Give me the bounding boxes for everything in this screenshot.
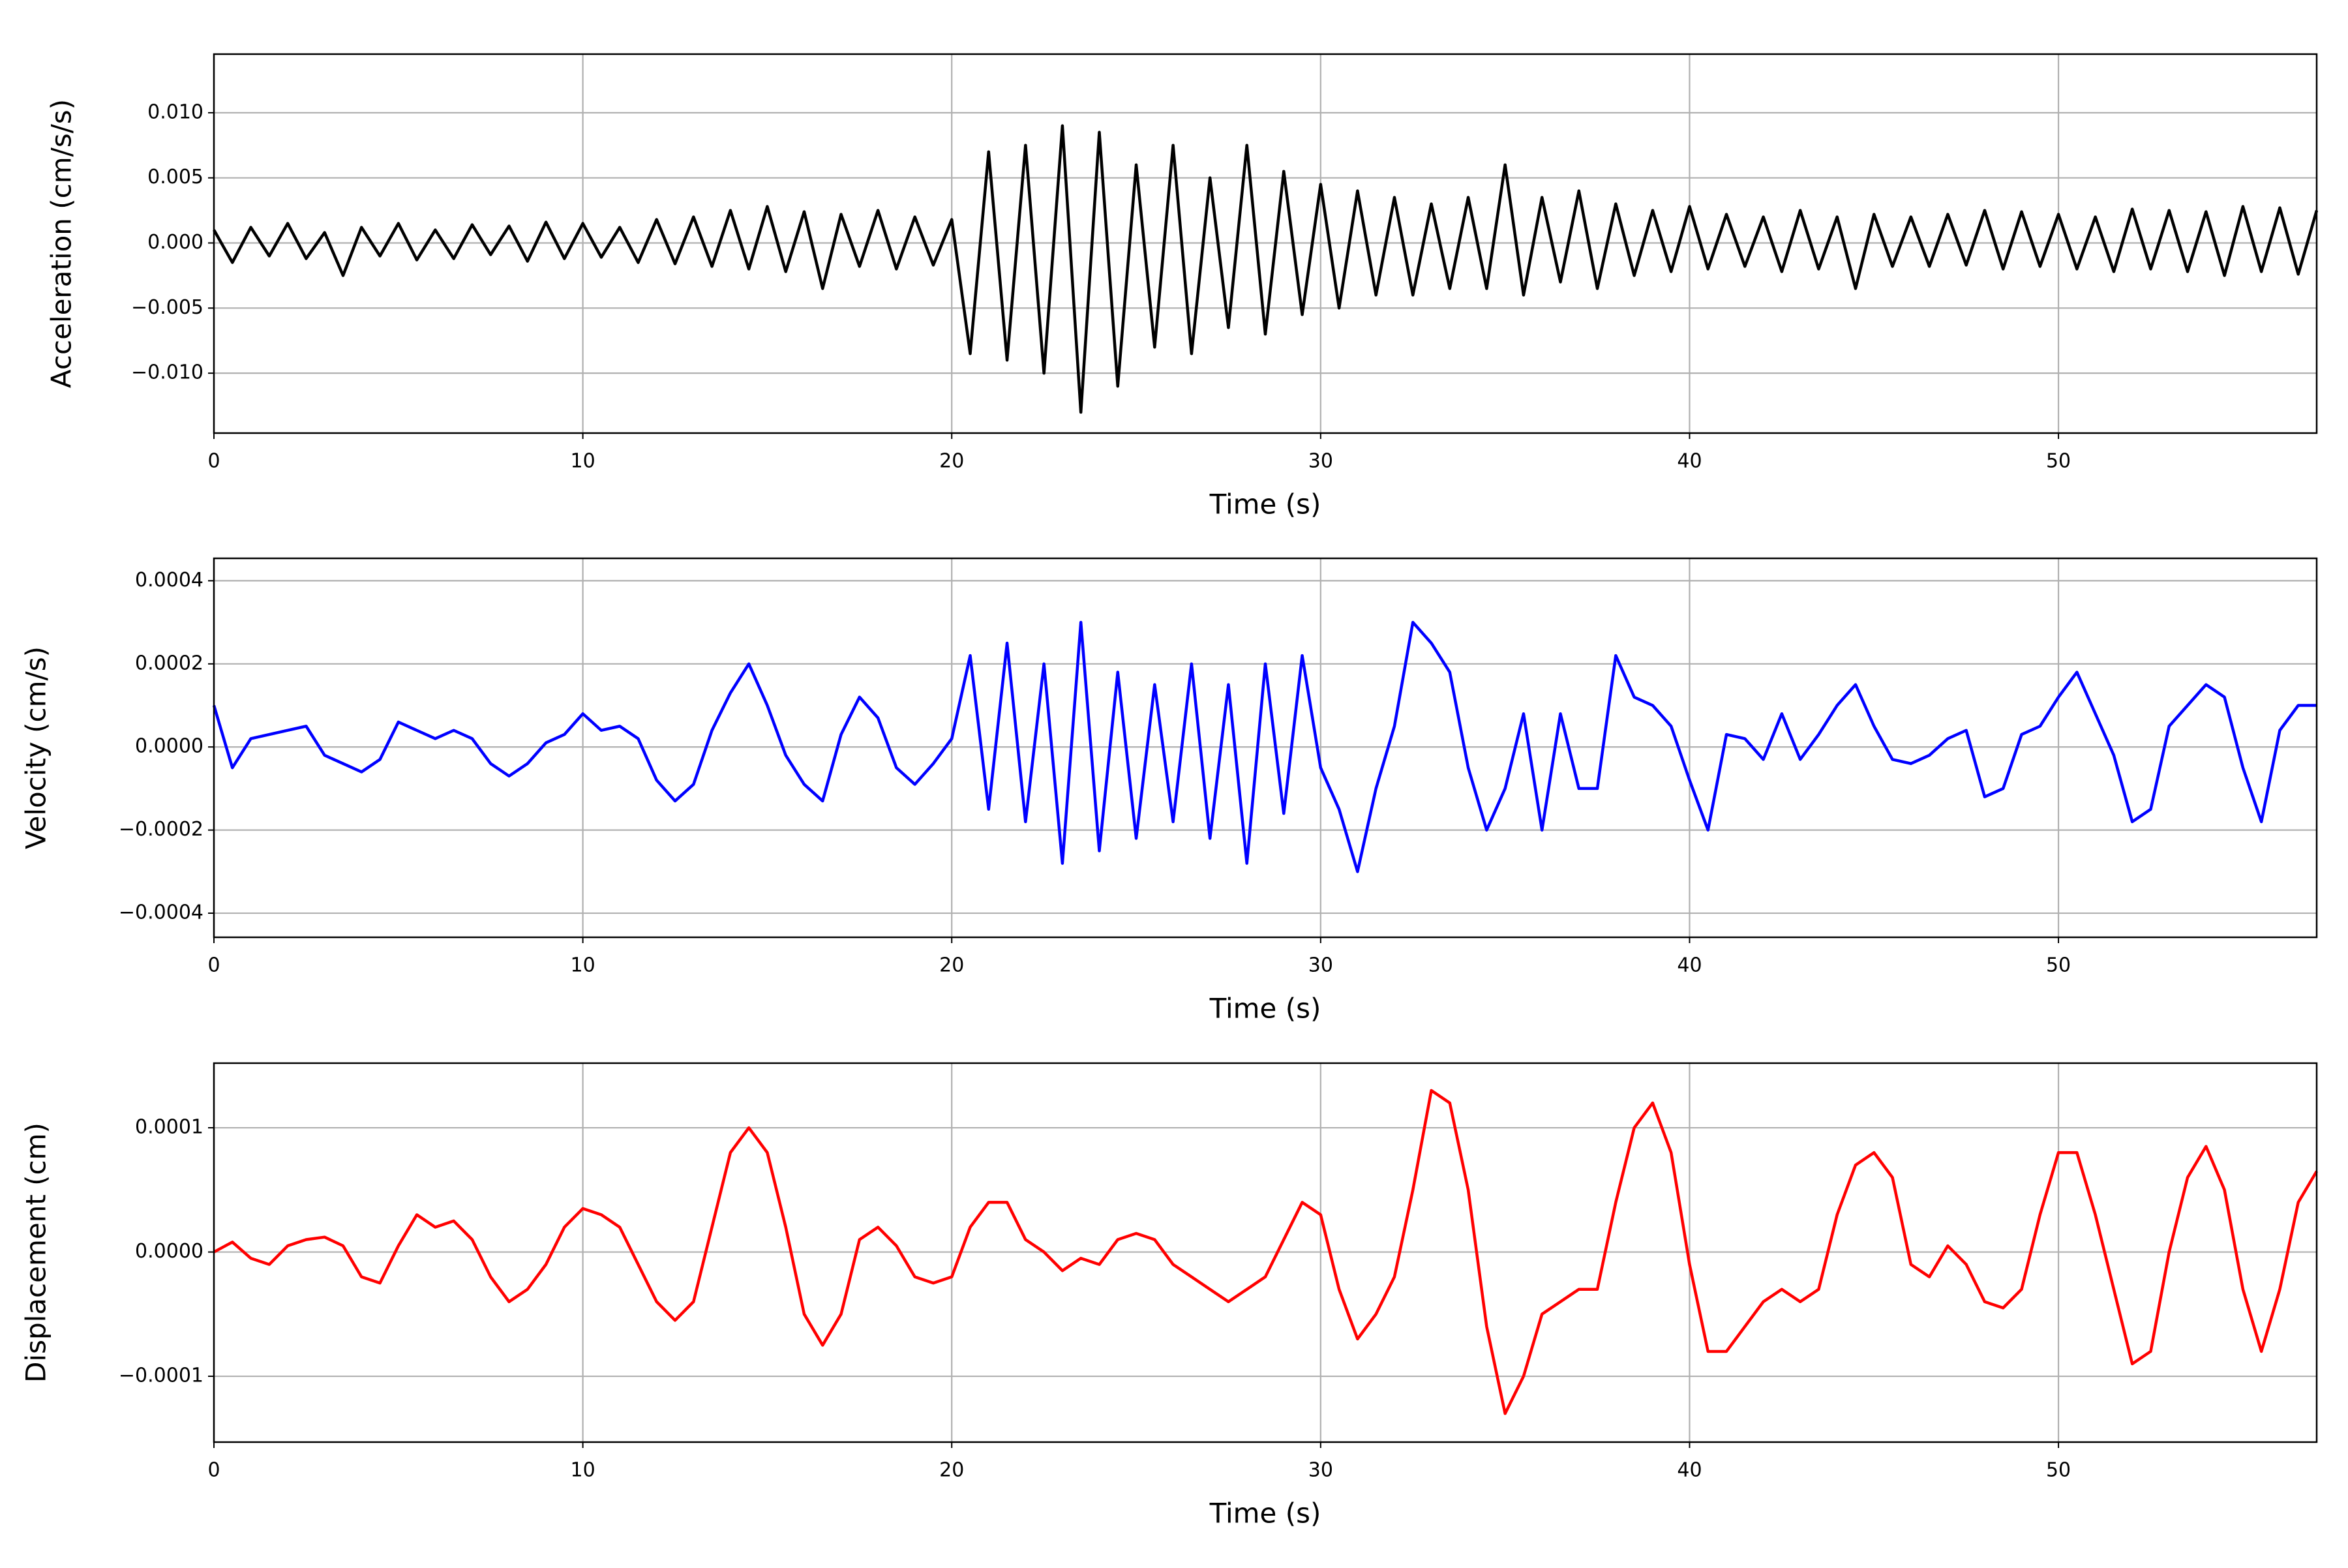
data-line: [213, 1089, 2318, 1415]
y-tick-label: 0.000: [147, 231, 203, 254]
x-tick-label: 0: [207, 954, 220, 977]
x-tick-label: 30: [1308, 1459, 1333, 1482]
y-tick-label: 0.0000: [135, 735, 203, 758]
y-tick-label: −0.005: [131, 296, 203, 319]
data-line: [212, 620, 2317, 873]
y-axis-label: Acceleration (cm/s/s): [46, 99, 78, 388]
y-tick-label: −0.0002: [119, 818, 203, 841]
x-tick-label: 0: [207, 450, 220, 473]
x-tick-label: 20: [939, 450, 964, 473]
x-tick-label: 10: [571, 954, 595, 977]
y-tick-label: −0.0004: [119, 901, 203, 924]
x-tick-label: 50: [2046, 450, 2071, 473]
y-tick-label: −0.010: [131, 361, 203, 384]
x-axis-label: Time (s): [1209, 489, 1321, 520]
x-axis-label: Time (s): [1209, 993, 1321, 1025]
x-tick-label: 20: [939, 1459, 964, 1482]
x-tick-label: 40: [1677, 1459, 1702, 1482]
y-tick-label: −0.0001: [119, 1364, 203, 1387]
x-tick-label: 40: [1677, 954, 1702, 977]
x-tick-label: 10: [571, 1459, 595, 1482]
data-line: [213, 124, 2319, 414]
y-axis-label: Velocity (cm/s): [20, 646, 52, 849]
y-tick-label: 0.0001: [135, 1116, 203, 1139]
x-tick-label: 50: [2046, 1459, 2071, 1482]
x-tick-label: 30: [1308, 450, 1333, 473]
axes-frame: [213, 557, 2318, 939]
x-tick-label: 40: [1677, 450, 1702, 473]
y-tick-label: 0.005: [147, 166, 203, 188]
x-tick-label: 10: [571, 450, 595, 473]
axes-frame: [213, 1062, 2318, 1443]
y-tick-label: 0.0000: [135, 1240, 203, 1263]
y-tick-label: 0.0002: [135, 652, 203, 674]
y-axis-label: Displacement (cm): [20, 1123, 52, 1383]
x-axis-label: Time (s): [1209, 1498, 1321, 1530]
y-tick-label: 0.0004: [135, 569, 203, 592]
x-tick-label: 20: [939, 954, 964, 977]
y-tick-label: 0.010: [147, 100, 203, 123]
x-tick-label: 0: [207, 1459, 220, 1482]
x-tick-label: 50: [2046, 954, 2071, 977]
axes-frame: [213, 53, 2318, 434]
x-tick-label: 30: [1308, 954, 1333, 977]
